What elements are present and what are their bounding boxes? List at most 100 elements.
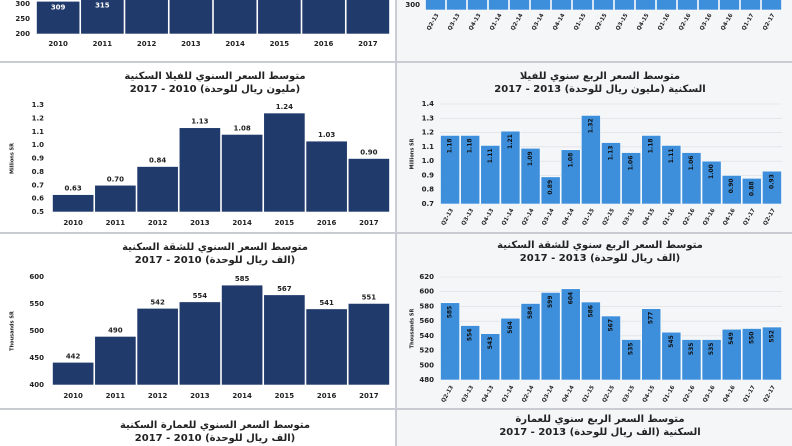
data-label: 1.11 xyxy=(487,148,494,163)
bar xyxy=(540,292,561,381)
bar xyxy=(581,301,601,381)
bar xyxy=(551,0,572,11)
data-label: 1.24 xyxy=(276,103,293,111)
x-tick-label: 2010 xyxy=(63,392,83,400)
bar xyxy=(661,331,682,381)
data-label: 541 xyxy=(319,299,334,307)
bar xyxy=(721,175,742,205)
data-label: 1.08 xyxy=(233,124,250,132)
y-tick-label: 0.8 xyxy=(422,186,435,194)
x-tick-label: 2017 xyxy=(359,392,379,400)
data-label: 1.13 xyxy=(191,118,208,126)
bar xyxy=(347,158,390,213)
data-label: 309 xyxy=(51,3,66,11)
data-label: 554 xyxy=(193,292,208,300)
bar xyxy=(681,152,702,205)
y-tick-label: 0.6 xyxy=(32,195,45,203)
y-tick-label: 500 xyxy=(29,327,44,335)
data-label: 535 xyxy=(708,343,715,356)
x-tick-label: 2015 xyxy=(275,392,295,400)
bar xyxy=(221,134,264,213)
bar xyxy=(257,0,302,35)
y-tick-label: 1.3 xyxy=(422,114,435,122)
x-tick-label: 2011 xyxy=(106,392,126,400)
bar xyxy=(701,160,722,205)
bar xyxy=(530,0,551,11)
x-tick-label: 2014 xyxy=(232,219,252,227)
bar xyxy=(136,308,179,386)
bar xyxy=(721,328,742,381)
y-tick-label: 620 xyxy=(419,273,434,281)
y-axis-label: Millions SR xyxy=(10,143,16,174)
x-tick-label: 2016 xyxy=(314,40,334,48)
data-label: 1.11 xyxy=(668,148,675,163)
y-tick-label: 1.0 xyxy=(32,141,45,149)
bar xyxy=(52,362,95,386)
bar xyxy=(635,0,656,11)
bar xyxy=(560,288,581,381)
bar xyxy=(480,145,501,205)
bar xyxy=(681,339,702,381)
bar xyxy=(656,0,677,11)
data-label: 551 xyxy=(362,293,377,301)
data-label: 0.89 xyxy=(547,180,554,195)
data-label: 567 xyxy=(277,285,292,293)
bar xyxy=(509,0,530,11)
data-label: 564 xyxy=(507,321,514,334)
chart-title: متوسط السعر الربع سنوي للعمارة xyxy=(515,414,684,425)
bar xyxy=(263,112,306,213)
data-label: 442 xyxy=(66,352,81,360)
data-label: 542 xyxy=(150,298,165,306)
bar xyxy=(641,308,662,381)
data-label: 1.06 xyxy=(628,156,635,171)
bar xyxy=(440,302,460,381)
bar xyxy=(213,0,258,35)
data-label: 554 xyxy=(467,329,474,342)
data-label: 1.32 xyxy=(587,118,594,133)
bar xyxy=(740,0,761,11)
bar xyxy=(698,0,719,11)
bar xyxy=(601,142,621,205)
data-label: 535 xyxy=(628,343,635,356)
bar xyxy=(168,0,213,35)
bar xyxy=(520,303,541,381)
bar xyxy=(94,184,137,213)
y-axis-label: Millions SR xyxy=(410,138,416,169)
y-tick-label: 300 xyxy=(405,1,420,9)
bar xyxy=(80,0,125,35)
y-tick-label: 580 xyxy=(419,302,434,310)
data-label: 1.00 xyxy=(708,164,715,179)
x-tick-label: 2016 xyxy=(317,392,337,400)
y-tick-label: 400 xyxy=(29,381,44,389)
bar xyxy=(762,326,782,381)
chart-title: متوسط السعر السنوي للشقة السكنية xyxy=(122,242,308,253)
data-label: 549 xyxy=(728,332,735,345)
data-label: 0.93 xyxy=(768,174,775,189)
bar xyxy=(677,0,698,11)
y-tick-label: 0.5 xyxy=(32,208,45,216)
bar xyxy=(480,333,501,381)
bar xyxy=(263,294,306,386)
x-tick-label: 2013 xyxy=(181,40,201,48)
x-tick-label: 2013 xyxy=(190,219,210,227)
y-tick-label: 480 xyxy=(419,376,434,384)
bar xyxy=(621,339,641,381)
y-tick-label: 0.7 xyxy=(32,181,45,189)
chart-subtitle: السكنية (مليون ريال للوحدة) 2013 - 2017 xyxy=(494,84,705,95)
x-tick-label: 2011 xyxy=(93,40,113,48)
bar xyxy=(641,135,662,205)
bar xyxy=(741,177,762,205)
bar xyxy=(36,0,81,35)
data-label: 1.21 xyxy=(507,134,514,149)
x-tick-label: 2012 xyxy=(148,219,168,227)
bar xyxy=(761,0,782,11)
data-label: 585 xyxy=(235,275,250,283)
data-label: 0.63 xyxy=(64,185,81,193)
y-tick-label: 1.1 xyxy=(422,143,435,151)
y-tick-label: 200 xyxy=(15,30,30,38)
y-tick-label: 600 xyxy=(419,288,434,296)
bar xyxy=(520,147,541,205)
bar xyxy=(178,127,221,213)
data-label: 577 xyxy=(648,312,655,325)
